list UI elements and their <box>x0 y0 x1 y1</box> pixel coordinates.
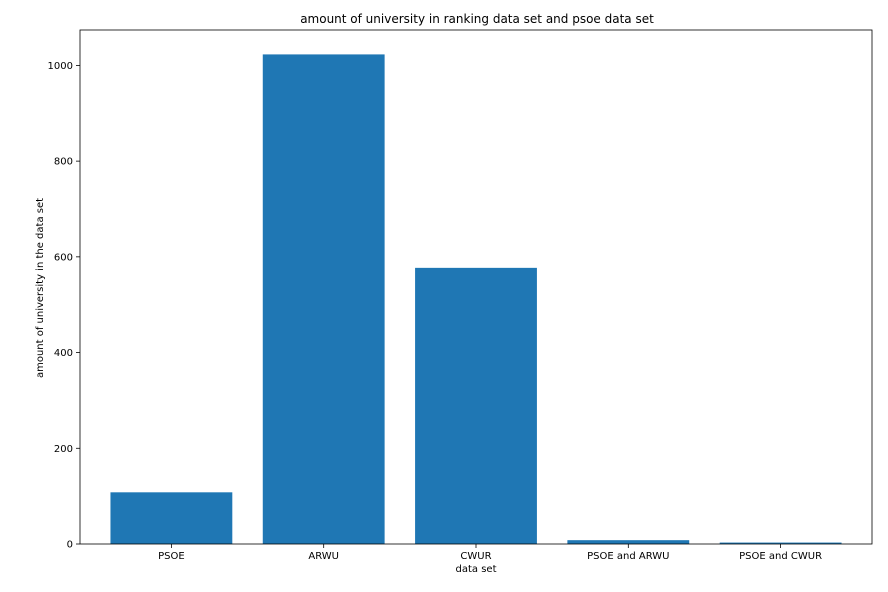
bar-arwu <box>262 54 385 544</box>
y-tick-label: 600 <box>54 252 73 263</box>
x-tick-label: PSOE and CWUR <box>739 551 822 562</box>
bar-cwur <box>415 267 537 544</box>
plot-frame <box>79 29 873 545</box>
bars-group <box>110 54 842 544</box>
y-tick-label: 0 <box>67 540 73 551</box>
y-tick-label: 1000 <box>48 61 73 72</box>
x-tick-label: CWUR <box>460 551 491 562</box>
y-tick-label: 400 <box>54 348 73 359</box>
x-axis-label: data set <box>456 564 497 575</box>
bar-psoe <box>110 492 233 544</box>
y-tick-label: 200 <box>54 444 73 455</box>
x-tick-label: ARWU <box>308 551 339 562</box>
x-axis-ticks: PSOE ARWU CWUR PSOE and ARWU PSOE and CWUR <box>158 544 822 562</box>
chart-title: amount of university in ranking data set… <box>300 12 654 26</box>
x-tick-label: PSOE and ARWU <box>587 551 669 562</box>
y-tick-label: 800 <box>54 157 73 168</box>
bar-psoe-and-cwur <box>719 542 842 544</box>
y-axis-label: amount of university in the data set <box>35 198 46 378</box>
x-tick-label: PSOE <box>158 551 185 562</box>
y-axis-ticks: 0 200 400 600 800 1000 <box>48 61 80 551</box>
bar-psoe-and-arwu <box>567 540 690 544</box>
